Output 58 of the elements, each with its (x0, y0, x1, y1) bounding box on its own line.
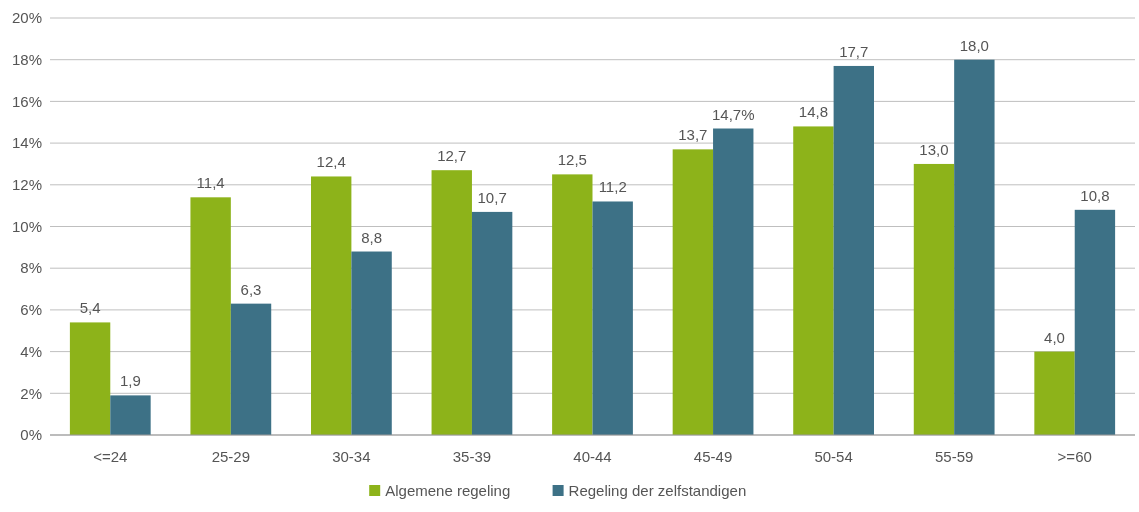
data-label: 10,8 (1080, 186, 1110, 204)
bar (672, 149, 714, 435)
data-label: 12,5 (557, 151, 587, 169)
data-label: 14,8 (798, 103, 829, 121)
y-tick-label: 16% (11, 92, 42, 110)
x-tick-label: 40-44 (573, 448, 612, 465)
bar (592, 201, 633, 435)
bar (954, 59, 995, 435)
bar (230, 303, 272, 435)
bar (69, 322, 111, 435)
y-tick-label: 18% (11, 50, 42, 68)
legend-label: Regeling der zelfstandigen (568, 482, 747, 499)
bar (431, 170, 472, 435)
x-tick-label: 25-29 (211, 448, 251, 465)
x-tick-label: <=24 (93, 448, 128, 465)
data-label: 14,7% (711, 105, 755, 123)
x-tick-label: 50-54 (814, 448, 853, 465)
bar (1074, 209, 1116, 435)
x-tick-label: 45-49 (693, 448, 733, 465)
bar (110, 395, 151, 435)
bar (793, 126, 834, 435)
y-tick-label: 0% (20, 426, 42, 444)
data-label: 13,0 (919, 140, 949, 158)
x-tick-label: 35-39 (452, 448, 492, 465)
data-label: 13,7 (678, 126, 708, 144)
y-tick-label: 10% (11, 217, 42, 235)
y-tick-label: 8% (20, 259, 42, 277)
bar (713, 128, 754, 435)
data-label: 8,8 (361, 228, 383, 246)
legend-label: Algemene regeling (385, 482, 511, 499)
data-label: 11,4 (196, 174, 225, 192)
bar (351, 251, 392, 435)
data-label: 17,7 (839, 42, 869, 60)
bar (311, 176, 352, 435)
bar (913, 163, 955, 435)
y-tick-label: 2% (20, 384, 42, 402)
x-tick-label: 55-59 (934, 448, 974, 465)
y-tick-label: 20% (11, 9, 42, 27)
bar (1034, 351, 1075, 435)
data-label: 5,4 (79, 299, 101, 317)
data-label: 6,3 (240, 280, 262, 298)
y-tick-label: 14% (11, 134, 42, 152)
data-label: 11,2 (598, 178, 627, 196)
y-tick-label: 12% (11, 176, 42, 194)
data-label: 1,9 (120, 372, 141, 390)
data-label: 10,7 (477, 188, 507, 206)
x-tick-label: 30-34 (332, 448, 371, 465)
bar (190, 197, 231, 435)
x-tick-label: >=60 (1057, 448, 1092, 465)
bar (471, 211, 513, 435)
y-tick-label: 4% (20, 342, 42, 360)
bar (552, 174, 593, 435)
data-label: 4,0 (1044, 328, 1065, 346)
bar (833, 65, 874, 435)
data-label: 12,7 (437, 147, 467, 165)
y-tick-label: 6% (20, 301, 42, 319)
data-label: 18,0 (959, 36, 989, 54)
data-label: 12,4 (316, 153, 346, 171)
